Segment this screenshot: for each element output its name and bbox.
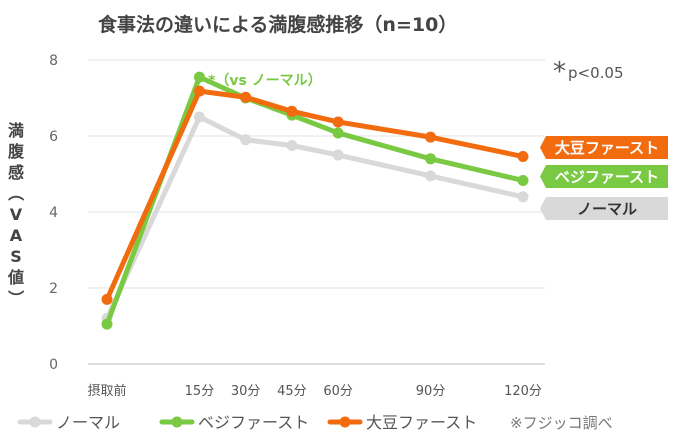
data-point [425, 131, 437, 143]
y-tick-label: 2 [49, 281, 58, 297]
data-point [517, 174, 529, 186]
end-label-text: ノーマル [577, 200, 637, 218]
y-label-char: S [10, 247, 22, 266]
y-label-char: V [10, 205, 23, 224]
data-point [286, 105, 298, 117]
legend-label: ベジファースト [198, 413, 309, 432]
data-point [240, 91, 252, 103]
legend-item: ベジファースト [159, 413, 309, 432]
x-tick-label: 摂取前 [87, 383, 126, 399]
end-label: ノーマル [540, 197, 668, 220]
significance-annotation: *（vs ノーマル） [208, 73, 322, 89]
significance-star: * [553, 57, 566, 87]
series-2 [101, 71, 529, 330]
y-tick-label: 8 [49, 53, 58, 69]
legend-swatch-marker [339, 416, 351, 428]
y-label-char: （ [6, 185, 25, 201]
series-group [101, 71, 529, 330]
legend: ノーマル ベジファースト 大豆ファースト [17, 413, 477, 432]
x-tick-label: 45分 [277, 384, 307, 399]
data-point [286, 140, 298, 151]
end-label: 大豆ファースト [540, 136, 668, 159]
x-tick-label: 15分 [185, 384, 215, 399]
x-ticks: 摂取前 15分 30分 45分 60分 90分 120分 [87, 383, 541, 399]
y-label-char: 値 [7, 268, 24, 287]
series-3 [101, 85, 529, 305]
data-point [425, 153, 437, 165]
data-point [193, 71, 205, 83]
end-label-text: ベジファースト [555, 168, 659, 186]
y-tick-label: 4 [49, 205, 58, 221]
significance-p-value: p<0.05 [568, 64, 624, 82]
data-point [332, 127, 344, 139]
legend-label: ノーマル [56, 413, 120, 432]
data-point [332, 149, 344, 161]
y-label-char: ） [6, 290, 25, 306]
source-note: ※フジッコ調べ [510, 414, 613, 432]
data-point [240, 134, 252, 146]
x-tick-label: 90分 [416, 384, 446, 399]
series-1 [101, 111, 529, 324]
y-tick-label: 0 [49, 357, 58, 373]
data-point [193, 111, 205, 123]
data-point [425, 170, 437, 182]
legend-label: 大豆ファースト [366, 413, 477, 432]
end-label-box [540, 197, 668, 220]
y-ticks: 0 2 4 6 8 [49, 53, 58, 373]
chart-title: 食事法の違いによる満腹感推移（n=10） [98, 13, 457, 36]
data-point [332, 116, 344, 128]
y-label-char: A [10, 226, 23, 245]
end-label-box [540, 136, 668, 159]
x-tick-label: 30分 [231, 384, 261, 399]
data-point [101, 293, 113, 305]
x-tick-label: 60分 [323, 384, 353, 399]
data-point [517, 191, 529, 203]
legend-item: ノーマル [17, 413, 120, 432]
y-label-char: 感 [8, 163, 24, 182]
end-label: ベジファースト [540, 165, 668, 188]
legend-item: 大豆ファースト [327, 413, 477, 432]
end-label-text: 大豆ファースト [555, 139, 659, 157]
data-point [193, 85, 205, 97]
legend-swatch-marker [29, 416, 41, 428]
end-label-box [540, 165, 668, 188]
y-tick-label: 6 [49, 129, 58, 145]
legend-swatch-marker [171, 416, 183, 428]
x-tick-label: 120分 [504, 384, 542, 399]
data-point [101, 318, 113, 330]
y-label-char: 満 [8, 121, 24, 140]
y-label-char: 腹 [8, 142, 25, 161]
data-point [517, 151, 529, 163]
grid [88, 59, 545, 365]
